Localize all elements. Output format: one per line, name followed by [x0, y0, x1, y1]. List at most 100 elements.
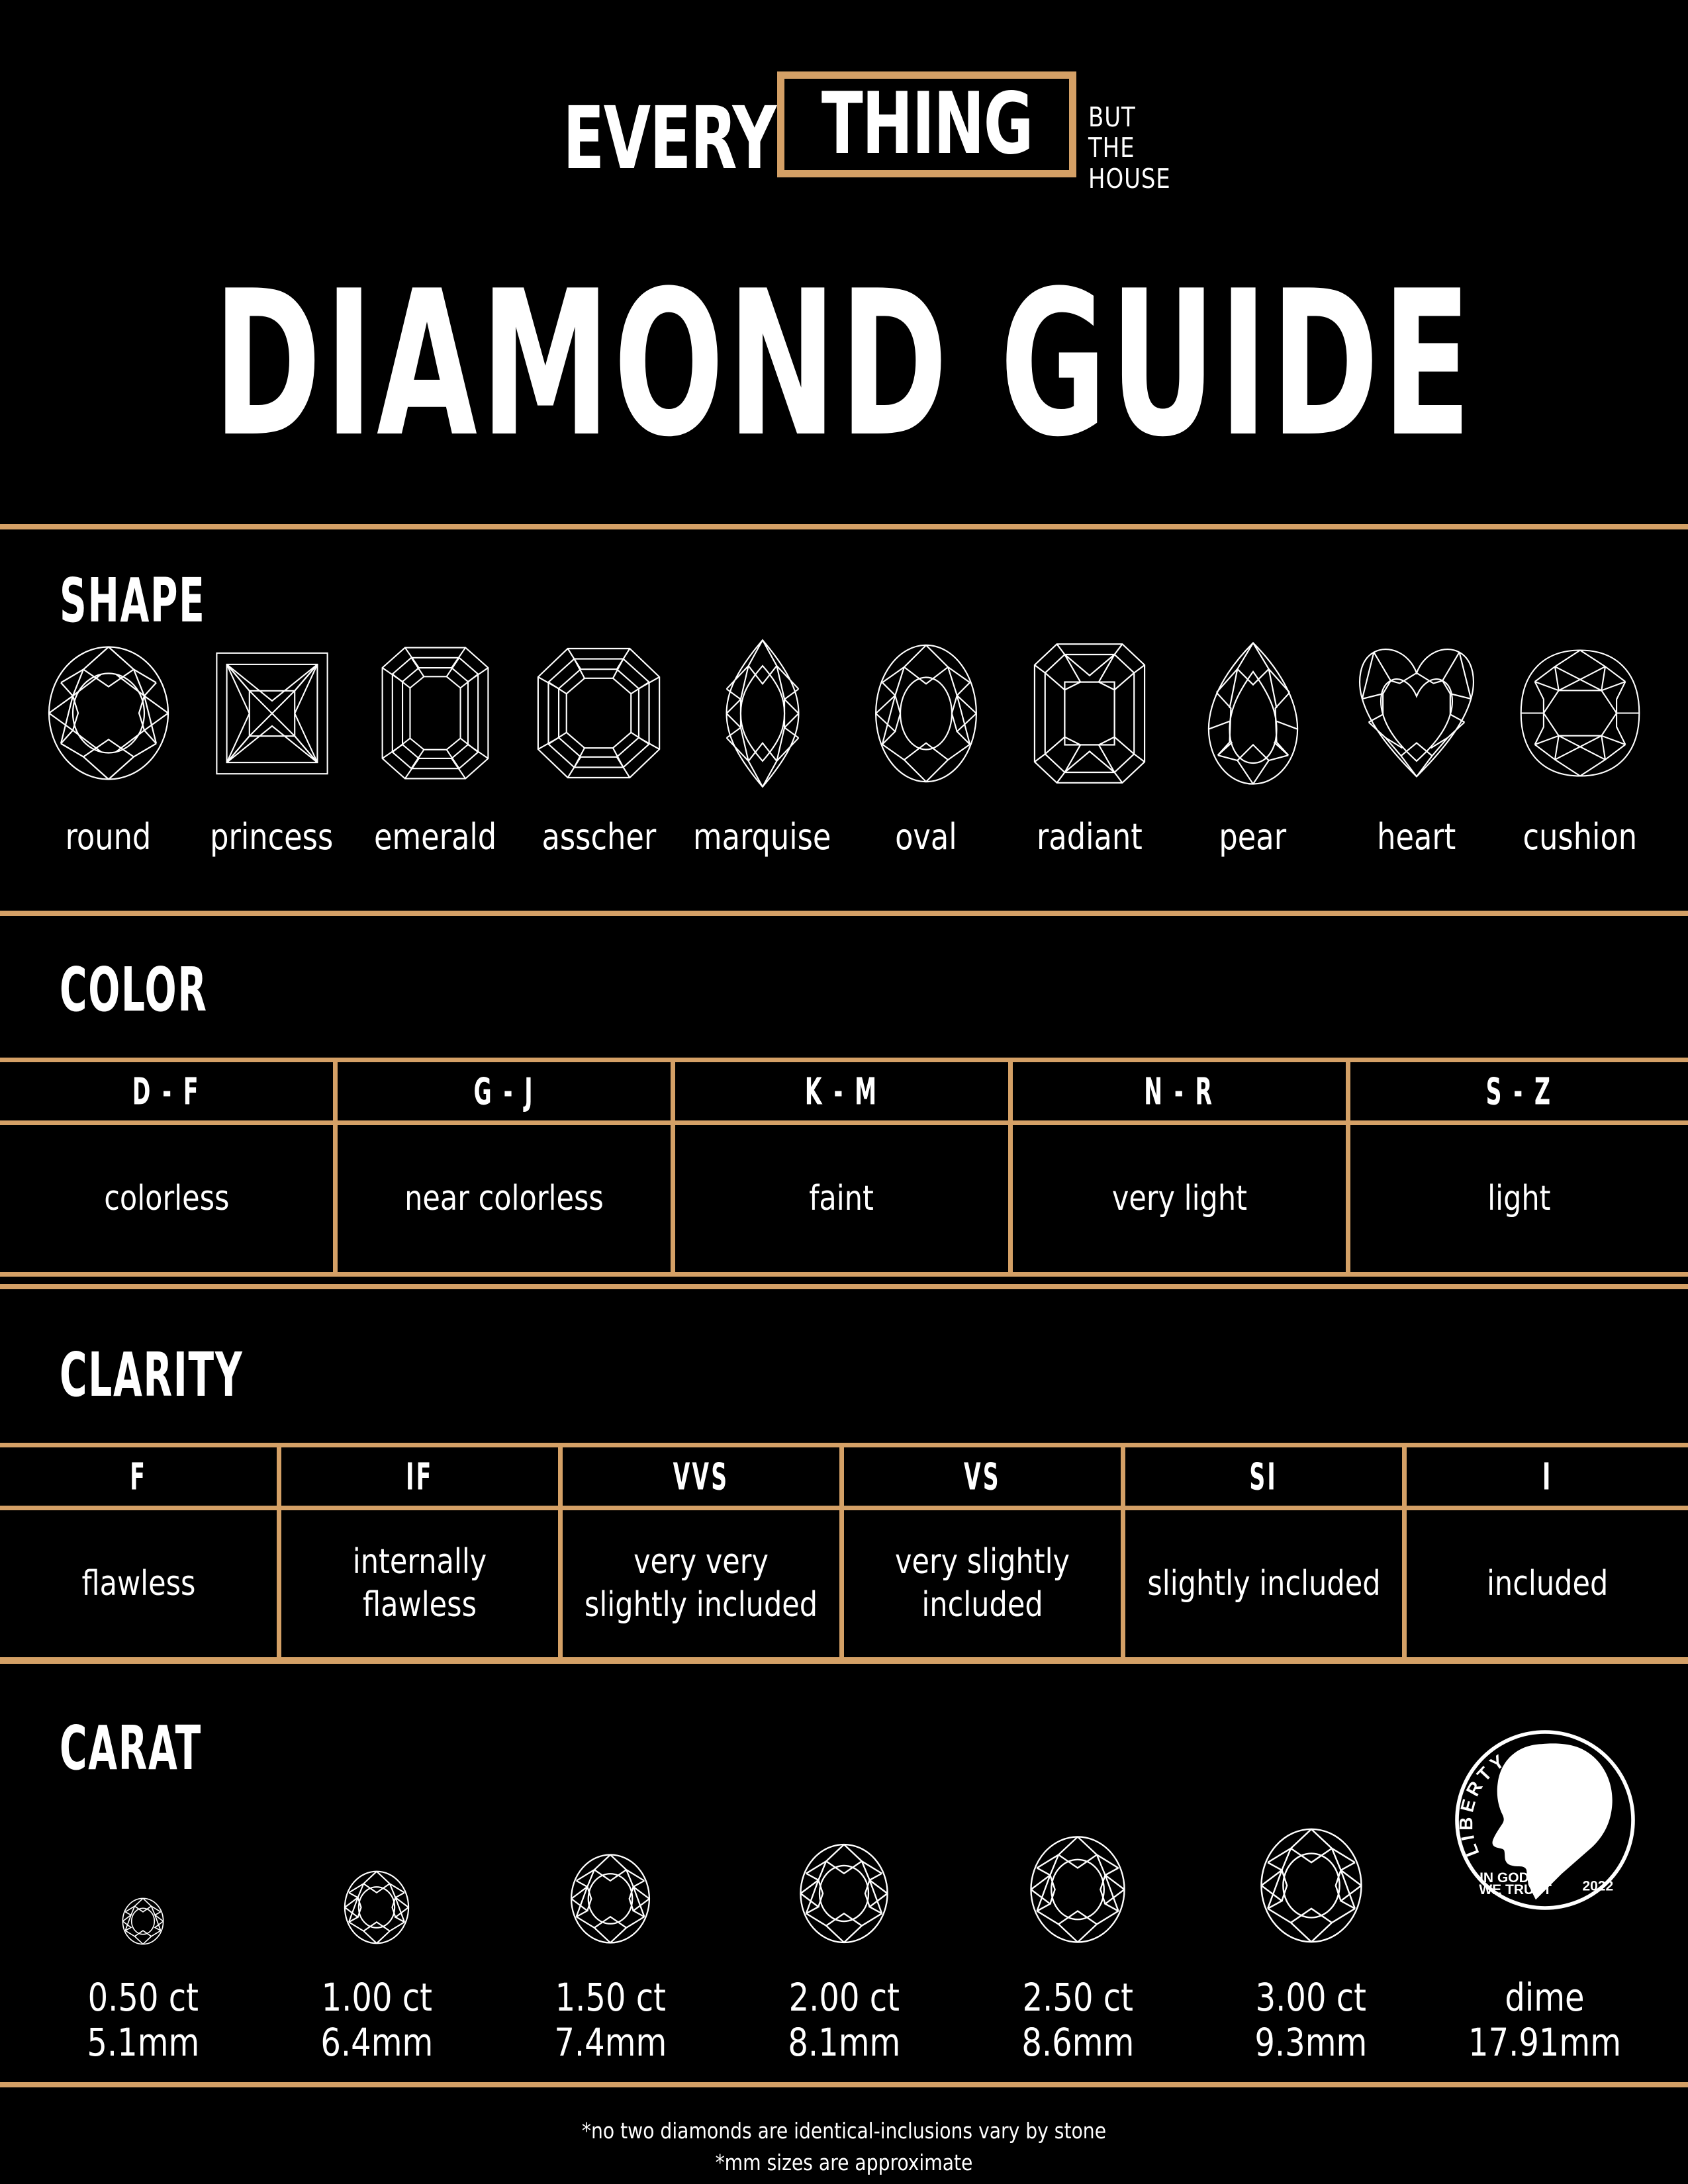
clarity-desc-cell: flawless	[0, 1510, 281, 1657]
clarity-grade-label: SI	[1249, 1455, 1278, 1498]
color-desc-label: light	[1487, 1178, 1551, 1218]
shape-item-oval[interactable]: oval	[844, 639, 1008, 855]
brand-tagline-line-1: BUT	[1088, 101, 1136, 133]
carat-label: 2.50 ct 8.6mm	[1021, 1975, 1134, 2066]
heart-diamond-icon	[1357, 639, 1476, 788]
clarity-table-header-row: F IF VVS VS SI I	[0, 1447, 1688, 1510]
clarity-desc-label: included	[1486, 1563, 1609, 1604]
shape-row: round	[26, 639, 1662, 855]
clarity-grade-cell: F	[0, 1447, 281, 1506]
color-grade-label: K - M	[804, 1069, 879, 1113]
pear-diamond-icon	[1203, 639, 1303, 788]
clarity-grade-label: VS	[964, 1455, 1001, 1498]
carat-item-200[interactable]: 2.00 ct 8.1mm	[727, 1727, 961, 2066]
shape-label: emerald	[373, 816, 497, 858]
shape-label: pear	[1219, 816, 1287, 858]
clarity-desc-cell: internally flawless	[281, 1510, 563, 1657]
shape-item-princess[interactable]: princess	[190, 639, 353, 855]
carat-label: 1.00 ct 6.4mm	[320, 1975, 433, 2066]
carat-weight: 3.00 ct	[1256, 1975, 1367, 2020]
emerald-diamond-icon	[377, 639, 493, 788]
marquise-diamond-icon	[716, 639, 809, 788]
color-desc-cell: very light	[1013, 1125, 1350, 1272]
clarity-grade-label: I	[1542, 1455, 1553, 1498]
color-grade-cell: D - F	[0, 1062, 338, 1120]
carat-item-100[interactable]: 1.00 ct 6.4mm	[260, 1727, 494, 2066]
color-desc-cell: colorless	[0, 1125, 338, 1272]
oval-diamond-icon	[870, 639, 982, 788]
round-diamond-icon	[342, 1727, 411, 1946]
carat-size: 5.1mm	[87, 2020, 200, 2066]
color-grade-label: S - Z	[1485, 1069, 1553, 1113]
radiant-diamond-icon	[1031, 639, 1149, 788]
footnote-2: *mm sizes are approximate	[715, 2150, 973, 2175]
shape-item-radiant[interactable]: radiant	[1008, 639, 1171, 855]
carat-row: 0.50 ct 5.1mm	[26, 1727, 1662, 2066]
brand-logo: EVERY THING BUT THE HOUSE	[0, 71, 1688, 194]
color-grade-label: D - F	[132, 1069, 201, 1113]
carat-item-050[interactable]: 0.50 ct 5.1mm	[26, 1727, 260, 2066]
section-heading-shape: SHAPE	[60, 565, 206, 637]
shape-item-heart[interactable]: heart	[1335, 639, 1498, 855]
round-diamond-icon	[568, 1727, 653, 1946]
carat-label: dime 17.91mm	[1468, 1975, 1621, 2066]
shape-item-emerald[interactable]: emerald	[353, 639, 517, 855]
shape-item-round[interactable]: round	[26, 639, 190, 855]
princess-diamond-icon	[209, 639, 335, 788]
footnote-1: *no two diamonds are identical-inclusion…	[581, 2118, 1107, 2144]
cushion-diamond-icon	[1517, 639, 1643, 788]
carat-item-dime[interactable]: LIBERTY IN GOD WE TRUST 2022 dime 17.91m…	[1428, 1730, 1662, 2066]
carat-size: 7.4mm	[554, 2020, 667, 2066]
color-desc-cell: near colorless	[338, 1125, 675, 1272]
brand-word-every: EVERY	[563, 88, 776, 189]
clarity-desc-cell: very slightly included	[844, 1510, 1125, 1657]
brand-tagline-line-3: HOUSE	[1088, 162, 1172, 195]
brand-tagline: BUT THE HOUSE	[1088, 71, 1171, 194]
carat-weight: 2.50 ct	[1022, 1975, 1133, 2020]
shape-label: oval	[894, 816, 957, 858]
clarity-grade-cell: VS	[844, 1447, 1125, 1506]
carat-size: 8.6mm	[1021, 2020, 1134, 2066]
shape-label: heart	[1376, 816, 1456, 858]
dime-motto-line-2: WE TRUST	[1479, 1882, 1552, 1897]
carat-weight: 1.50 ct	[555, 1975, 666, 2020]
brand-tagline-line-2: THE	[1088, 132, 1135, 164]
carat-item-300[interactable]: 3.00 ct 9.3mm	[1194, 1727, 1428, 2066]
clarity-table-body-row: flawless internally flawless very very s…	[0, 1510, 1688, 1657]
clarity-grade-label: IF	[406, 1455, 434, 1498]
dime-coin-icon: LIBERTY IN GOD WE TRUST 2022	[1452, 1727, 1638, 1946]
shape-item-asscher[interactable]: asscher	[517, 639, 680, 855]
shape-label: round	[65, 816, 152, 858]
shape-label: radiant	[1036, 816, 1143, 858]
color-desc-label: very light	[1111, 1178, 1247, 1218]
carat-item-250[interactable]: 2.50 ct 8.6mm	[961, 1727, 1194, 2066]
color-grade-cell: N - R	[1013, 1062, 1350, 1120]
shape-item-marquise[interactable]: marquise	[680, 639, 844, 855]
shape-item-cushion[interactable]: cushion	[1498, 639, 1662, 855]
carat-item-150[interactable]: 1.50 ct 7.4mm	[494, 1727, 727, 2066]
carat-size: 8.1mm	[788, 2020, 900, 2066]
clarity-grade-label: VVS	[673, 1455, 729, 1498]
color-desc-label: colorless	[103, 1178, 230, 1218]
color-table-body-row: colorless near colorless faint very ligh…	[0, 1125, 1688, 1272]
color-grade-cell: S - Z	[1350, 1062, 1688, 1120]
carat-weight: dime	[1505, 1975, 1585, 2020]
divider-color	[0, 911, 1688, 916]
color-grade-cell: K - M	[675, 1062, 1013, 1120]
section-heading-clarity: CLARITY	[60, 1340, 244, 1411]
clarity-desc-cell: included	[1407, 1510, 1688, 1657]
color-grade-label: G - J	[473, 1069, 535, 1113]
color-grade-cell: G - J	[338, 1062, 675, 1120]
divider-clarity	[0, 1284, 1688, 1289]
dime-year-text: 2022	[1582, 1878, 1613, 1893]
divider-footer	[0, 2082, 1688, 2087]
shape-item-pear[interactable]: pear	[1171, 639, 1335, 855]
shape-label: cushion	[1523, 816, 1637, 858]
clarity-desc-label: very very slightly included	[584, 1542, 818, 1625]
color-desc-label: faint	[809, 1178, 874, 1218]
divider-carat	[0, 1659, 1688, 1664]
divider-shape	[0, 524, 1688, 529]
dime-motto-line-1: IN GOD	[1479, 1870, 1529, 1886]
clarity-desc-label: flawless	[81, 1563, 195, 1604]
